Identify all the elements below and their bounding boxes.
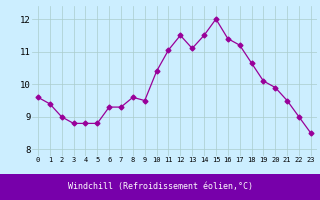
Text: Windchill (Refroidissement éolien,°C): Windchill (Refroidissement éolien,°C) xyxy=(68,182,252,192)
